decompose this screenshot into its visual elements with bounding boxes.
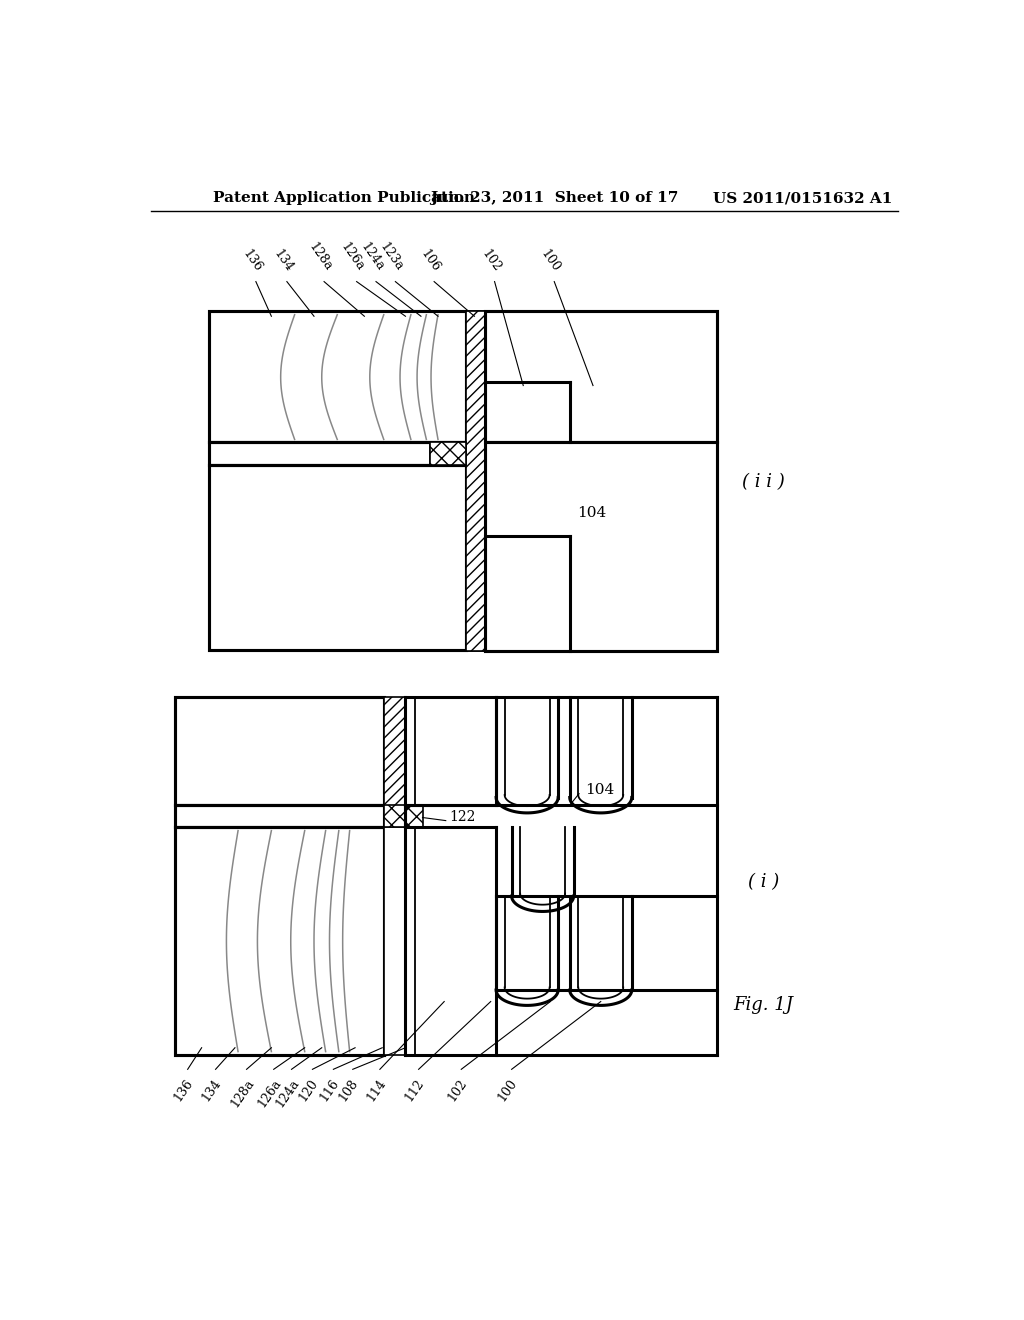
Text: 136: 136 bbox=[172, 1077, 196, 1104]
Bar bbox=[484, 312, 717, 651]
Bar bbox=[209, 442, 466, 465]
Text: 126a: 126a bbox=[256, 1077, 284, 1110]
Text: 106: 106 bbox=[418, 247, 442, 275]
Bar bbox=[384, 826, 406, 1056]
Text: 134: 134 bbox=[270, 247, 295, 275]
Bar bbox=[174, 697, 384, 805]
Bar bbox=[430, 442, 466, 465]
Bar bbox=[174, 826, 384, 1056]
Bar bbox=[209, 312, 466, 442]
Text: 120: 120 bbox=[296, 1077, 321, 1104]
Text: 116: 116 bbox=[317, 1077, 342, 1104]
Bar bbox=[209, 442, 466, 465]
Text: 102: 102 bbox=[445, 1077, 470, 1104]
Bar bbox=[466, 312, 484, 651]
Bar bbox=[209, 465, 466, 649]
Text: 104: 104 bbox=[586, 783, 614, 797]
Text: 128a: 128a bbox=[228, 1077, 257, 1110]
Text: 124a: 124a bbox=[357, 240, 386, 275]
Bar bbox=[174, 697, 384, 805]
Text: ( i i ): ( i i ) bbox=[742, 473, 784, 491]
Text: 108: 108 bbox=[337, 1077, 361, 1104]
Text: Patent Application Publication: Patent Application Publication bbox=[213, 191, 475, 206]
Bar bbox=[209, 312, 466, 442]
Text: 104: 104 bbox=[578, 506, 607, 520]
Bar bbox=[466, 312, 484, 651]
Bar bbox=[384, 805, 423, 826]
Text: 122: 122 bbox=[450, 809, 476, 824]
Text: 100: 100 bbox=[539, 247, 562, 275]
Bar bbox=[174, 826, 384, 1056]
Text: Jun. 23, 2011  Sheet 10 of 17: Jun. 23, 2011 Sheet 10 of 17 bbox=[430, 191, 679, 206]
Text: US 2011/0151632 A1: US 2011/0151632 A1 bbox=[713, 191, 893, 206]
Bar bbox=[484, 442, 717, 651]
Text: 124a: 124a bbox=[273, 1077, 302, 1110]
Text: Fig. 1J: Fig. 1J bbox=[733, 997, 794, 1014]
Text: 126a: 126a bbox=[338, 240, 367, 275]
Text: 136: 136 bbox=[240, 247, 264, 275]
Bar bbox=[384, 697, 406, 826]
Text: 114: 114 bbox=[364, 1077, 388, 1104]
Bar bbox=[430, 442, 466, 465]
Bar bbox=[174, 805, 384, 826]
Text: 100: 100 bbox=[496, 1077, 520, 1104]
Bar bbox=[174, 805, 384, 826]
Bar bbox=[209, 465, 466, 649]
Text: 102: 102 bbox=[478, 247, 503, 275]
Text: 112: 112 bbox=[402, 1077, 427, 1104]
Text: ( i ): ( i ) bbox=[748, 874, 779, 891]
Bar bbox=[484, 312, 717, 442]
Text: 134: 134 bbox=[200, 1077, 224, 1104]
Text: 128a: 128a bbox=[306, 240, 335, 275]
Text: 123a: 123a bbox=[377, 240, 406, 275]
